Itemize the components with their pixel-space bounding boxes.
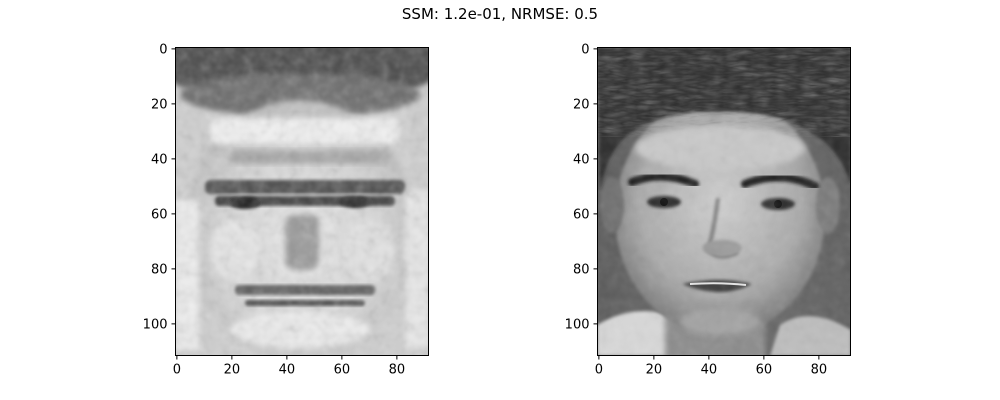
- reconstruction-y-tick-label: 100: [143, 317, 168, 332]
- original-x-tick-label: 0: [595, 363, 603, 378]
- reconstruction-y-tick-label: 80: [151, 262, 168, 277]
- reconstruction-y-tick-label: 40: [151, 152, 168, 167]
- original-panel: 0 20 40 60 80 0 20 40 60 80 100: [565, 42, 851, 378]
- original-x-tick-label: 20: [646, 363, 663, 378]
- original-y-tick-label: 80: [573, 262, 590, 277]
- reconstruction-y-tick-label: 20: [151, 97, 168, 112]
- original-x-tick-label: 80: [811, 363, 828, 378]
- original-y-tick-label: 40: [573, 152, 590, 167]
- original-y-tick-label: 20: [573, 97, 590, 112]
- original-y-tick-label: 100: [565, 317, 590, 332]
- reconstruction-axes-frame: [175, 47, 429, 356]
- reconstruction-image: [175, 47, 429, 356]
- reconstruction-axes-ticks: 0 20 40 60 80 0 20 40 60 80 100: [143, 42, 405, 377]
- reconstruction-y-tick-label: 60: [151, 207, 168, 222]
- reconstruction-x-tick-label: 0: [173, 363, 181, 378]
- reconstruction-y-tick-label: 0: [159, 42, 167, 57]
- reconstruction-x-tick-label: 20: [224, 363, 241, 378]
- original-axes-ticks: 0 20 40 60 80 0 20 40 60 80 100: [565, 42, 827, 377]
- original-x-tick-label: 40: [701, 363, 718, 378]
- original-x-tick-label: 60: [756, 363, 773, 378]
- original-axes-frame: [597, 47, 851, 356]
- reconstruction-panel: 0 20 40 60 80 0 20 40 60 80 100: [143, 42, 429, 378]
- original-y-tick-label: 60: [573, 207, 590, 222]
- reconstruction-x-tick-label: 80: [389, 363, 406, 378]
- figure-title: SSM: 1.2e-01, NRMSE: 0.5: [401, 5, 599, 23]
- reconstruction-x-tick-label: 60: [334, 363, 351, 378]
- reconstruction-x-tick-label: 40: [279, 363, 296, 378]
- original-y-tick-label: 0: [581, 42, 589, 57]
- original-image: [597, 47, 851, 356]
